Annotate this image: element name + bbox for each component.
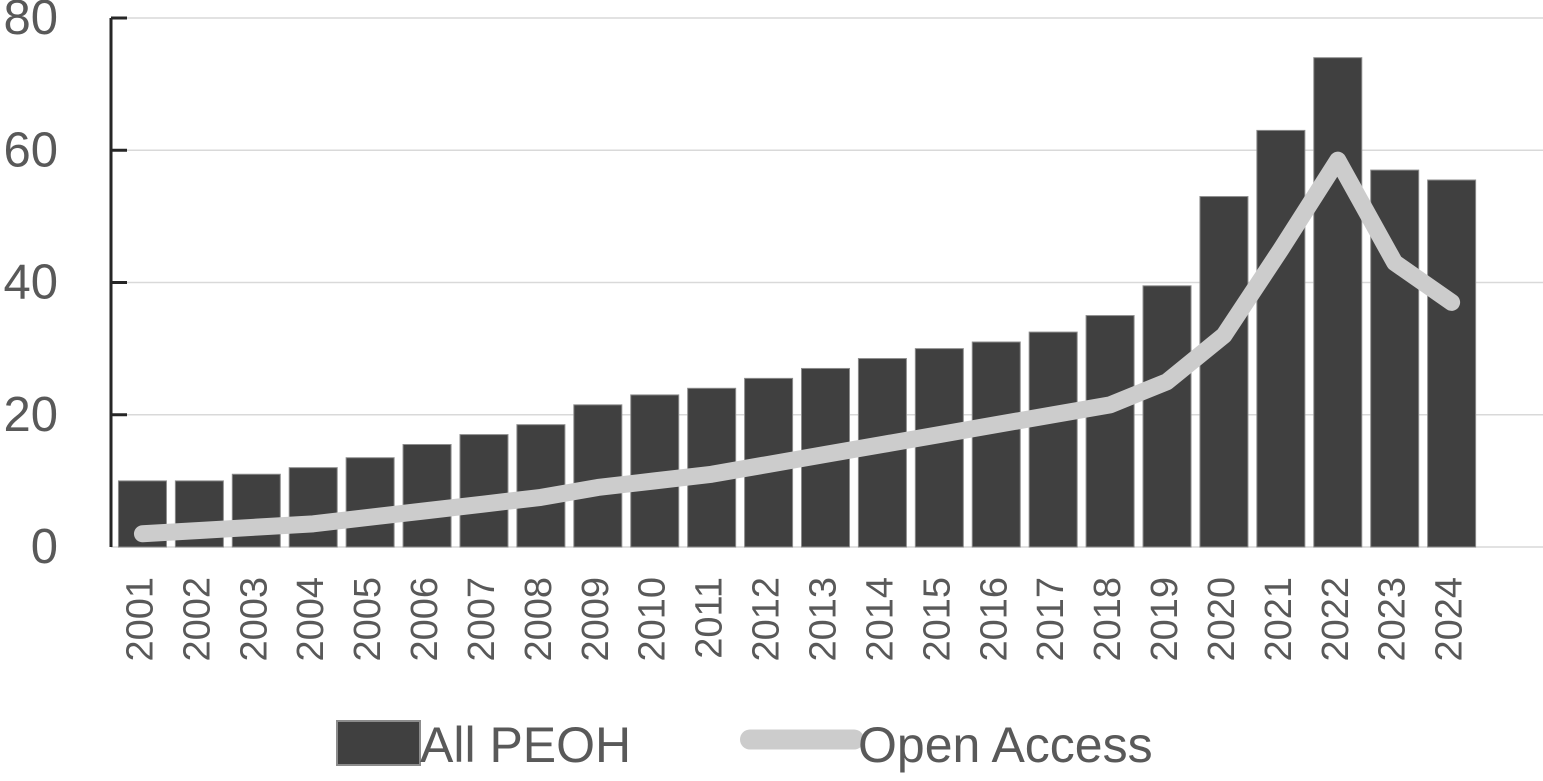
- svg-text:2023: 2023: [1372, 577, 1414, 662]
- svg-text:2004: 2004: [290, 577, 332, 662]
- svg-text:2021: 2021: [1258, 577, 1300, 662]
- svg-text:80: 80: [3, 0, 58, 45]
- svg-text:0: 0: [31, 520, 58, 574]
- svg-text:2003: 2003: [233, 577, 275, 662]
- svg-text:2008: 2008: [518, 577, 560, 662]
- svg-text:40: 40: [3, 256, 58, 310]
- svg-text:2005: 2005: [347, 577, 389, 662]
- svg-text:2010: 2010: [632, 577, 674, 662]
- svg-text:2002: 2002: [176, 577, 218, 662]
- svg-text:2007: 2007: [461, 577, 503, 662]
- svg-text:2014: 2014: [859, 577, 901, 662]
- svg-text:2017: 2017: [1030, 577, 1072, 662]
- svg-text:2013: 2013: [803, 577, 845, 662]
- svg-text:2006: 2006: [404, 577, 446, 662]
- svg-text:2024: 2024: [1429, 577, 1471, 662]
- svg-text:2015: 2015: [916, 577, 958, 662]
- svg-text:2019: 2019: [1144, 577, 1186, 662]
- svg-text:20: 20: [3, 388, 58, 442]
- svg-text:2016: 2016: [973, 577, 1015, 662]
- svg-text:2009: 2009: [575, 577, 617, 662]
- svg-text:All PEOH: All PEOH: [420, 717, 631, 773]
- svg-text:2001: 2001: [119, 577, 161, 662]
- svg-text:2020: 2020: [1201, 577, 1243, 662]
- svg-text:Open Access: Open Access: [858, 717, 1153, 773]
- svg-text:2012: 2012: [746, 577, 788, 662]
- svg-text:60: 60: [3, 123, 58, 177]
- svg-text:2018: 2018: [1087, 577, 1129, 662]
- svg-text:2011: 2011: [689, 577, 731, 659]
- svg-text:2022: 2022: [1315, 577, 1357, 662]
